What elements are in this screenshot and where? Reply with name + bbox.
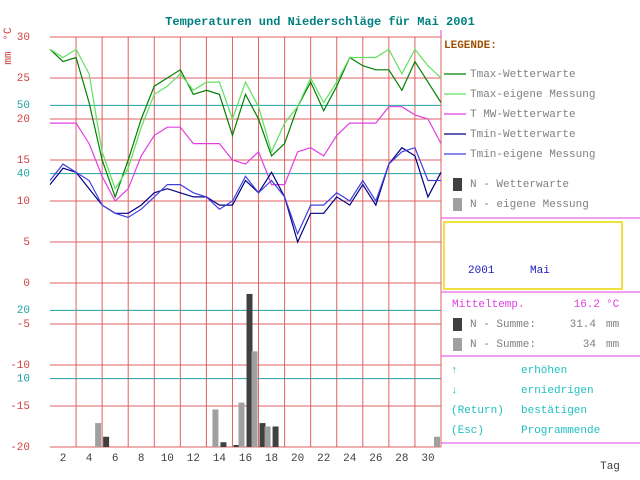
- bar: [246, 293, 253, 447]
- key-action: erniedrigen: [521, 385, 594, 397]
- bar: [233, 444, 240, 447]
- bar: [212, 409, 219, 447]
- chart-title: Temperaturen und Niederschläge für Mai 2…: [165, 15, 475, 29]
- y-tick-label: 5: [23, 237, 30, 249]
- y2-tick-label: 20: [17, 305, 30, 317]
- bar: [95, 423, 102, 447]
- x-tick-label: 8: [138, 453, 145, 465]
- legend-title: LEGENDE:: [444, 40, 497, 52]
- x-tick-label: 24: [343, 453, 357, 465]
- legend-label: N - Wetterwarte: [470, 179, 569, 191]
- y-tick-label: -15: [10, 401, 30, 413]
- bar: [264, 426, 271, 447]
- y2-axis-label: mm: [3, 51, 15, 65]
- line-series: [49, 146, 441, 236]
- key-action: Programmende: [521, 425, 600, 437]
- legend-label: Tmin-Wetterwarte: [470, 129, 576, 141]
- y-tick-label: -20: [10, 442, 30, 454]
- sum-value: 31.4: [570, 319, 597, 331]
- bar: [103, 436, 110, 447]
- key: (Return): [451, 405, 504, 417]
- legend-label: Tmin-eigene Messung: [470, 149, 595, 161]
- legend-label: Tmax-Wetterwarte: [470, 69, 576, 81]
- legend-swatch: [453, 178, 462, 191]
- y-tick-label: 10: [17, 196, 30, 208]
- sum-label: N - Summe:: [470, 339, 536, 351]
- mean-temp-unit: °C: [606, 299, 620, 311]
- sum-value: 34: [583, 339, 597, 351]
- sum-unit: mm: [606, 339, 620, 351]
- month: Mai: [530, 265, 550, 277]
- bar: [238, 402, 245, 447]
- sum-label: N - Summe:: [470, 319, 536, 331]
- key-action: bestätigen: [521, 405, 587, 417]
- x-tick-label: 26: [369, 453, 382, 465]
- legend-label: Tmax-eigene Messung: [470, 89, 595, 101]
- y2-tick-label: 50: [17, 100, 30, 112]
- right-panel: LEGENDE: 2001 Mai Mitteltemp. 16.2 °C: [440, 30, 640, 444]
- y2-tick-label: 10: [17, 374, 30, 386]
- x-tick-label: 18: [265, 453, 278, 465]
- bar: [220, 442, 227, 447]
- key-action: erhöhen: [521, 365, 567, 377]
- x-tick-label: 30: [421, 453, 434, 465]
- key: ↑: [451, 365, 458, 377]
- year: 2001: [468, 265, 495, 277]
- y2-tick-label: 40: [17, 169, 30, 181]
- x-tick-label: 16: [239, 453, 252, 465]
- x-tick-label: 14: [213, 453, 227, 465]
- date-box: [443, 221, 623, 290]
- y-tick-label: 0: [23, 278, 30, 290]
- x-axis-label: Tag: [600, 461, 620, 473]
- line-series: [50, 106, 442, 202]
- x-tick-label: 6: [112, 453, 119, 465]
- x-tick-label: 20: [291, 453, 304, 465]
- line-series: [49, 48, 442, 191]
- bar: [251, 351, 258, 447]
- x-tick-label: 28: [395, 453, 408, 465]
- x-tick-label: 22: [317, 453, 330, 465]
- legend-label: T MW-Wetterwarte: [470, 109, 576, 121]
- x-tick-label: 4: [86, 453, 93, 465]
- legend-swatch: [453, 198, 462, 211]
- bar: [434, 436, 440, 447]
- y-tick-label: 15: [17, 155, 30, 167]
- y-tick-label: -5: [17, 319, 30, 331]
- bar: [272, 426, 279, 447]
- x-tick-label: 10: [161, 453, 174, 465]
- mean-temp: 16.2: [574, 299, 600, 311]
- legend-label: N - eigene Messung: [470, 199, 589, 211]
- key: (Esc): [451, 425, 484, 437]
- x-tick-label: 12: [187, 453, 200, 465]
- line-series: [49, 146, 442, 244]
- x-tick-label: 2: [60, 453, 67, 465]
- y-tick-label: -10: [10, 360, 30, 372]
- y-axis-label: °C: [3, 27, 15, 41]
- y-tick-label: 20: [17, 114, 30, 126]
- bar: [259, 423, 266, 447]
- y-tick-label: 30: [17, 32, 30, 44]
- sum-swatch: [453, 338, 462, 351]
- mean-temp-label: Mitteltemp.: [452, 299, 525, 311]
- line-series: [49, 48, 442, 199]
- y-tick-label: 25: [17, 73, 30, 85]
- key: ↓: [451, 385, 458, 397]
- sum-swatch: [453, 318, 462, 331]
- sum-unit: mm: [606, 319, 620, 331]
